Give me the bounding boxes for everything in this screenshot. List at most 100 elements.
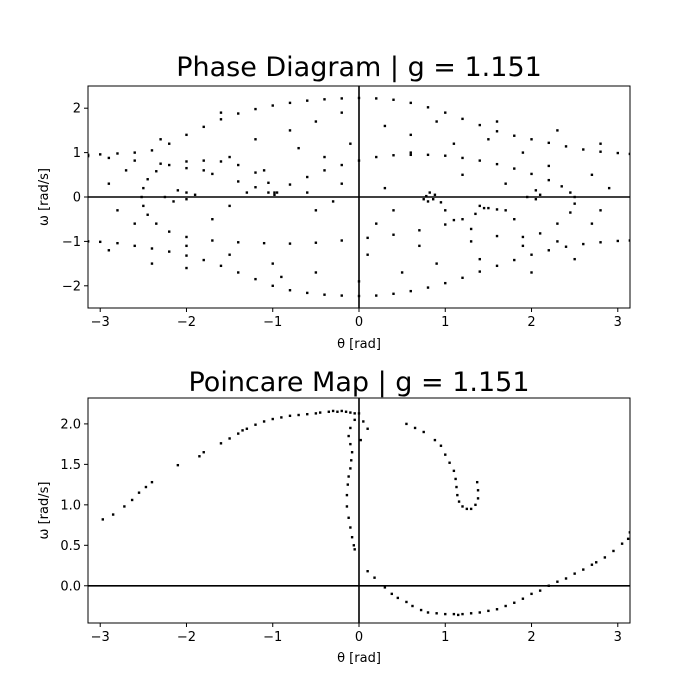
data-point — [521, 597, 525, 600]
data-point — [426, 286, 430, 289]
data-point — [185, 266, 188, 270]
data-point — [142, 186, 145, 190]
data-point — [487, 206, 490, 210]
data-point — [331, 200, 335, 203]
data-point — [340, 182, 343, 185]
data-point — [628, 531, 630, 534]
data-point — [271, 284, 274, 287]
data-point — [474, 503, 477, 507]
data-point — [487, 138, 490, 141]
data-point — [478, 123, 481, 127]
data-point — [314, 271, 318, 274]
data-point — [254, 107, 257, 111]
data-point — [185, 198, 188, 201]
data-point — [461, 117, 464, 121]
data-point — [159, 162, 162, 165]
data-point — [373, 576, 376, 579]
data-point — [146, 213, 149, 216]
y-tick-label: 1 — [73, 146, 81, 161]
data-point — [435, 120, 438, 123]
y-tick-label: 2 — [73, 102, 81, 117]
data-point — [168, 163, 171, 167]
data-point — [599, 241, 602, 244]
data-point — [271, 262, 274, 265]
data-point — [461, 612, 464, 616]
data-point — [133, 151, 136, 154]
data-point — [616, 239, 619, 243]
y-tick-label: −1 — [62, 235, 81, 250]
data-point — [457, 613, 460, 617]
data-point — [318, 411, 322, 414]
data-point — [314, 241, 318, 244]
data-point — [564, 245, 568, 248]
data-point — [452, 612, 456, 616]
data-point — [254, 186, 257, 189]
data-point — [219, 442, 223, 445]
data-point — [146, 178, 149, 181]
data-point — [366, 570, 369, 573]
data-point — [254, 423, 257, 426]
data-point — [349, 411, 352, 414]
data-point — [193, 193, 197, 196]
x-tick-label: −1 — [263, 630, 282, 645]
data-point — [176, 189, 180, 192]
data-point — [474, 212, 477, 216]
data-point — [340, 239, 343, 242]
data-point — [444, 223, 447, 226]
x-tick-label: 1 — [441, 630, 449, 645]
data-point — [349, 526, 352, 529]
data-point — [482, 206, 486, 210]
data-point — [219, 264, 223, 268]
data-point — [202, 125, 205, 129]
data-point — [454, 477, 457, 481]
data-point — [569, 191, 572, 194]
data-point — [314, 209, 318, 212]
data-point — [556, 129, 559, 132]
data-point — [626, 537, 630, 541]
chart-title: Phase Diagram | g = 1.151 — [176, 52, 542, 83]
data-point — [433, 193, 437, 196]
data-point — [452, 142, 456, 145]
data-point — [569, 211, 572, 214]
data-point — [280, 275, 283, 279]
data-point — [461, 173, 464, 176]
data-point — [254, 171, 257, 174]
data-point — [323, 169, 326, 172]
data-point — [349, 142, 352, 145]
data-point — [426, 200, 430, 203]
data-point — [452, 469, 456, 473]
data-point — [237, 271, 240, 274]
data-point — [198, 455, 201, 458]
data-point — [88, 153, 90, 157]
data-point — [349, 467, 352, 470]
data-point — [340, 163, 343, 167]
data-point — [582, 148, 585, 151]
data-point — [556, 222, 559, 225]
data-point — [603, 556, 607, 559]
data-point — [616, 151, 619, 155]
data-point — [599, 142, 602, 145]
data-point — [262, 420, 266, 423]
x-tick-label: 1 — [441, 315, 449, 330]
data-point — [599, 209, 602, 212]
data-point — [513, 134, 516, 137]
x-tick-label: −3 — [91, 315, 110, 330]
data-point — [431, 198, 435, 201]
data-point — [331, 409, 335, 413]
data-point — [521, 244, 525, 248]
data-point — [219, 160, 223, 163]
data-point — [573, 572, 576, 575]
data-point — [185, 160, 188, 163]
data-point — [530, 592, 533, 596]
data-point — [547, 141, 550, 145]
data-point — [306, 175, 309, 179]
data-point — [409, 151, 412, 154]
data-point — [245, 427, 249, 430]
data-point — [99, 240, 102, 244]
data-point — [405, 600, 408, 604]
data-point — [504, 209, 507, 212]
data-point — [150, 262, 154, 265]
data-point — [521, 235, 525, 239]
data-point — [116, 152, 119, 155]
